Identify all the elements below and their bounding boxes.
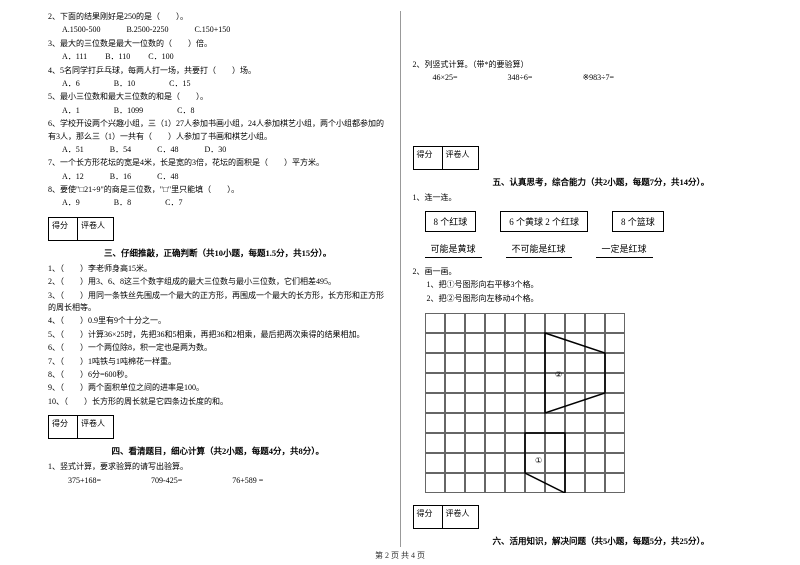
score-label: 得分 — [413, 146, 443, 170]
q8-text: 8、要使"□21÷9"的商是三位数，"□"里只能填（ ）。 — [48, 184, 388, 196]
column-divider — [400, 11, 401, 547]
q7-text: 7、一个长方形花坛的宽是4米，长是宽的3倍，花坛的面积是（ ）平方米。 — [48, 157, 388, 169]
j7: 7、（ ）1吨铁与1吨棉花一样重。 — [48, 356, 388, 368]
score-box-3: 得分 评卷人 — [48, 217, 114, 241]
score-box-6: 得分 评卷人 — [413, 505, 479, 529]
score-box-5: 得分 评卷人 — [413, 146, 479, 170]
calc1-c: 76+589 = — [232, 476, 263, 485]
q6-c: C．48 — [157, 145, 178, 154]
q2-text: 2、下面的结果刚好是250的是（ ）。 — [48, 11, 388, 23]
score-label: 得分 — [48, 415, 78, 439]
q2-b: B.2500-2250 — [126, 25, 168, 34]
q6-a: A．51 — [62, 145, 84, 154]
ball-row: 8 个红球 6 个黄球 2 个红球 8 个篮球 — [413, 211, 753, 232]
section-4-title: 四、看清题目，细心计算（共2小题，每题4分，共8分）。 — [48, 445, 388, 457]
grader-label: 评卷人 — [78, 217, 114, 241]
score-box-4: 得分 评卷人 — [48, 415, 114, 439]
q8-c: C．7 — [165, 198, 182, 207]
q2-opts: A.1500-500 B.2500-2250 C.150+150 — [48, 24, 388, 36]
grid — [425, 313, 753, 493]
ball3: 8 个篮球 — [612, 211, 664, 232]
q7-c: C．48 — [157, 172, 178, 181]
section-5-title: 五、认真思考，综合能力（共2小题，每题7分，共14分）。 — [413, 176, 753, 188]
section-3-title: 三、仔细推敲，正确判断（共10小题，每题1.5分，共15分）。 — [48, 247, 388, 259]
grid-container: ② ① — [425, 313, 753, 493]
left-column: 2、下面的结果刚好是250的是（ ）。 A.1500-500 B.2500-22… — [40, 11, 396, 547]
j1: 1、（ ）李老师身高15米。 — [48, 263, 388, 275]
grader-label: 评卷人 — [78, 415, 114, 439]
right-column: 2、列竖式计算。（带*的要验算） 46×25= 348÷6= ※983÷7= 得… — [405, 11, 761, 547]
q6-text: 6、学校开设两个兴趣小组，三（1）27人参加书画小组，24人参加棋艺小组，两个小… — [48, 118, 388, 143]
v1: 46×25= — [433, 73, 458, 82]
q7-b: B．16 — [110, 172, 131, 181]
q3-c: C．100 — [148, 52, 173, 61]
j9: 9、（ ）两个面积单位之间的进率是100。 — [48, 382, 388, 394]
q5-b: B．1099 — [114, 106, 143, 115]
q4-text: 4、5名同学打乒乓球，每两人打一场，共要打（ ）场。 — [48, 65, 388, 77]
q7-a: A．12 — [62, 172, 84, 181]
draw-1: 1、把①号图形向右平移3个格。 — [413, 279, 753, 291]
j5: 5、（ ）计算36×25时，先把36和5相乘，再把36和2相乘，最后把两次乘得的… — [48, 329, 388, 341]
q8-b: B．8 — [114, 198, 131, 207]
conn-label: 1、连一连。 — [413, 192, 753, 204]
q2-c: C.150+150 — [194, 25, 230, 34]
q3-a: A．111 — [62, 52, 87, 61]
calc1-label: 1、竖式计算，要求验算的请写出验算。 — [48, 461, 388, 473]
score-label: 得分 — [413, 505, 443, 529]
j10: 10、（ ）长方形的周长就是它四条边长度的和。 — [48, 396, 388, 408]
j6: 6、（ ）一个两位除8，积一定也是两为数。 — [48, 342, 388, 354]
q4-opts: A．6 B．10 C．15 — [48, 78, 388, 90]
vert-label: 2、列竖式计算。（带*的要验算） — [413, 59, 753, 71]
j4: 4、（ ）0.9里有9个十分之一。 — [48, 315, 388, 327]
page-footer: 第 2 页 共 4 页 — [0, 550, 800, 561]
ball1: 8 个红球 — [425, 211, 477, 232]
v2: 348÷6= — [508, 73, 533, 82]
q6-d: D．30 — [204, 145, 226, 154]
ans-row: 可能是黄球 不可能是红球 一定是红球 — [413, 240, 753, 258]
q4-b: B．10 — [114, 79, 135, 88]
q5-opts: A．1 B．1099 C．8 — [48, 105, 388, 117]
q8-a: A．9 — [62, 198, 80, 207]
calc1-row: 375+168= 709-425= 76+589 = — [48, 476, 388, 485]
ans2: 不可能是红球 — [506, 240, 572, 258]
j3: 3、（ ）用同一条铁丝先围成一个最大的正方形，再围成一个最大的长方形，长方形和正… — [48, 290, 388, 315]
j8: 8、（ ）6分=600秒。 — [48, 369, 388, 381]
q6-b: B．54 — [110, 145, 131, 154]
draw-label: 2、画一画。 — [413, 266, 753, 278]
ball2: 6 个黄球 2 个红球 — [500, 211, 588, 232]
q3-text: 3、最大的三位数是最大一位数的（ ）倍。 — [48, 38, 388, 50]
q6-opts: A．51 B．54 C．48 D．30 — [48, 144, 388, 156]
j2: 2、（ ）用3、6、8这三个数字组成的最大三位数与最小三位数，它们相差495。 — [48, 276, 388, 288]
q5-a: A．1 — [62, 106, 80, 115]
q4-c: C．15 — [169, 79, 190, 88]
ans3: 一定是红球 — [596, 240, 653, 258]
q3-b: B．110 — [105, 52, 130, 61]
q3-opts: A．111 B．110 C．100 — [48, 51, 388, 63]
q7-opts: A．12 B．16 C．48 — [48, 171, 388, 183]
q2-a: A.1500-500 — [62, 25, 100, 34]
q8-opts: A．9 B．8 C．7 — [48, 197, 388, 209]
draw-2: 2、把②号图形向左移动4个格。 — [413, 293, 753, 305]
v3: ※983÷7= — [582, 73, 614, 82]
ans1: 可能是黄球 — [425, 240, 482, 258]
score-label: 得分 — [48, 217, 78, 241]
section-6-title: 六、活用知识，解决问题（共5小题，每题5分，共25分）。 — [413, 535, 753, 547]
q4-a: A．6 — [62, 79, 80, 88]
calc1-b: 709-425= — [151, 476, 182, 485]
calc1-a: 375+168= — [68, 476, 101, 485]
vert-row: 46×25= 348÷6= ※983÷7= — [413, 73, 753, 82]
grader-label: 评卷人 — [443, 505, 479, 529]
q5-text: 5、最小三位数和最大三位数的和是（ ）。 — [48, 91, 388, 103]
grader-label: 评卷人 — [443, 146, 479, 170]
q5-c: C．8 — [177, 106, 194, 115]
